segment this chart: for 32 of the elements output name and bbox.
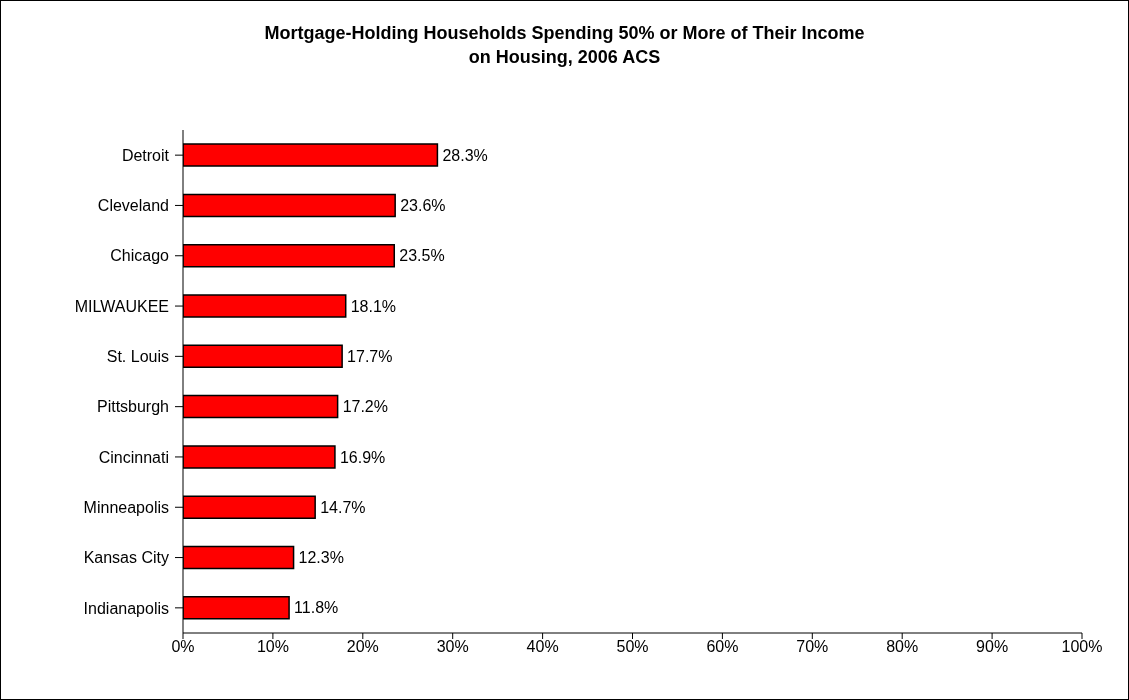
y-tick-label: Minneapolis	[83, 498, 169, 516]
x-tick-label: 90%	[976, 638, 1009, 656]
y-tick-label: Cleveland	[97, 197, 169, 215]
x-tick-label: 50%	[616, 638, 649, 656]
y-tick-label: St. Louis	[106, 348, 169, 366]
data-label: 18.1%	[350, 297, 397, 315]
data-label: 28.3%	[442, 146, 488, 164]
x-tick-label: 20%	[346, 638, 379, 656]
y-tick-label: MILWAUKEE	[74, 297, 169, 315]
x-tick-label: 70%	[796, 638, 829, 656]
x-tick-label: 30%	[436, 638, 469, 656]
data-label: 17.2%	[342, 398, 388, 416]
y-tick-label: Chicago	[110, 247, 170, 265]
x-tick-label: 80%	[886, 638, 919, 656]
chart-title: Mortgage-Holding Households Spending 50% or More of Their Income on Housing, 2006 ACS	[263, 22, 866, 69]
x-tick-label: 10%	[256, 638, 289, 656]
x-tick-label: 100%	[1061, 638, 1103, 656]
x-tick-label: 60%	[706, 638, 739, 656]
y-tick-label: Detroit	[121, 146, 170, 164]
y-tick-label: Indianapolis	[83, 599, 169, 617]
data-label: 23.6%	[400, 197, 446, 215]
data-label: 17.7%	[347, 347, 393, 365]
data-label: 16.9%	[339, 448, 386, 466]
data-label: 12.3%	[298, 549, 344, 567]
data-label: 14.7%	[320, 498, 366, 516]
data-label: 23.5%	[399, 247, 445, 265]
y-tick-label: Pittsburgh	[96, 398, 169, 416]
x-tick-label: 0%	[171, 638, 195, 656]
x-tick-label: 40%	[526, 638, 559, 656]
y-tick-label: Kansas City	[83, 549, 169, 567]
data-label: 11.8%	[294, 599, 339, 617]
y-tick-label: Cincinnati	[98, 448, 169, 466]
